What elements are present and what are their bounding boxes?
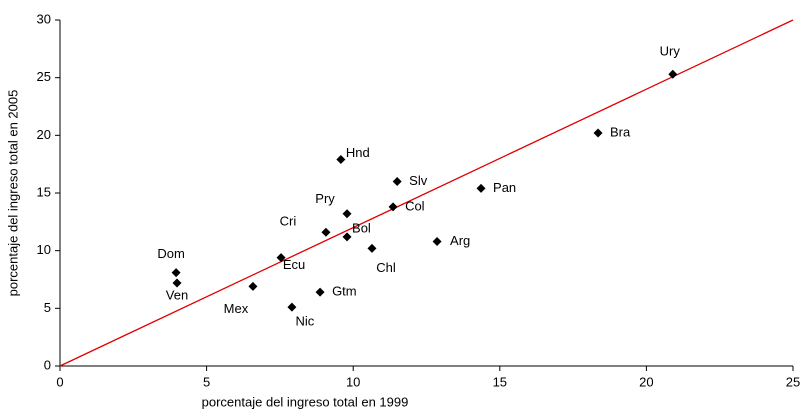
x-tick-label: 5	[203, 374, 210, 389]
point-label: Ven	[166, 287, 188, 302]
y-tick-label: 5	[44, 300, 51, 315]
point-label: Chl	[376, 260, 396, 275]
point-label: Pry	[315, 191, 335, 206]
point-label: Ury	[660, 44, 681, 59]
point	[367, 243, 377, 253]
point-label: Pan	[493, 180, 516, 195]
y-axis-label: porcentaje del ingreso total en 2005	[5, 90, 20, 297]
point-label: Cri	[280, 214, 297, 229]
y-tick-label: 0	[44, 357, 51, 372]
point	[276, 253, 286, 263]
point-label: Slv	[409, 173, 428, 188]
x-axis-label: porcentaje del ingreso total en 1999	[202, 394, 409, 409]
x-tick-label: 15	[493, 374, 507, 389]
point	[248, 281, 258, 291]
point-label: Mex	[224, 301, 249, 316]
point-label: Gtm	[332, 284, 357, 299]
point	[172, 278, 182, 288]
point-label: Col	[405, 198, 425, 213]
point	[388, 202, 398, 212]
point-label: Dom	[157, 246, 184, 261]
point	[593, 128, 603, 138]
point-label: Ecu	[283, 257, 305, 272]
y-tick-label: 25	[37, 69, 51, 84]
x-tick-label: 10	[346, 374, 360, 389]
point	[668, 69, 678, 79]
point	[392, 176, 402, 186]
point	[336, 155, 346, 165]
reference-line	[59, 19, 794, 367]
point	[315, 287, 325, 297]
point-label: Arg	[450, 233, 470, 248]
point	[287, 302, 297, 312]
x-tick-label: 20	[639, 374, 653, 389]
point	[342, 209, 352, 219]
y-tick-label: 30	[37, 11, 51, 26]
point	[321, 227, 331, 237]
point	[342, 232, 352, 242]
point-label: Bra	[610, 124, 631, 139]
x-tick-label: 25	[786, 374, 800, 389]
y-tick-label: 15	[37, 184, 51, 199]
point-label: Bol	[352, 220, 371, 235]
point-label: Hnd	[346, 145, 370, 160]
point-label: Nic	[296, 314, 315, 329]
point	[171, 268, 181, 278]
y-tick-label: 10	[37, 242, 51, 257]
point	[432, 236, 442, 246]
x-tick-label: 0	[56, 374, 63, 389]
point	[476, 183, 486, 193]
y-tick-label: 20	[37, 127, 51, 142]
